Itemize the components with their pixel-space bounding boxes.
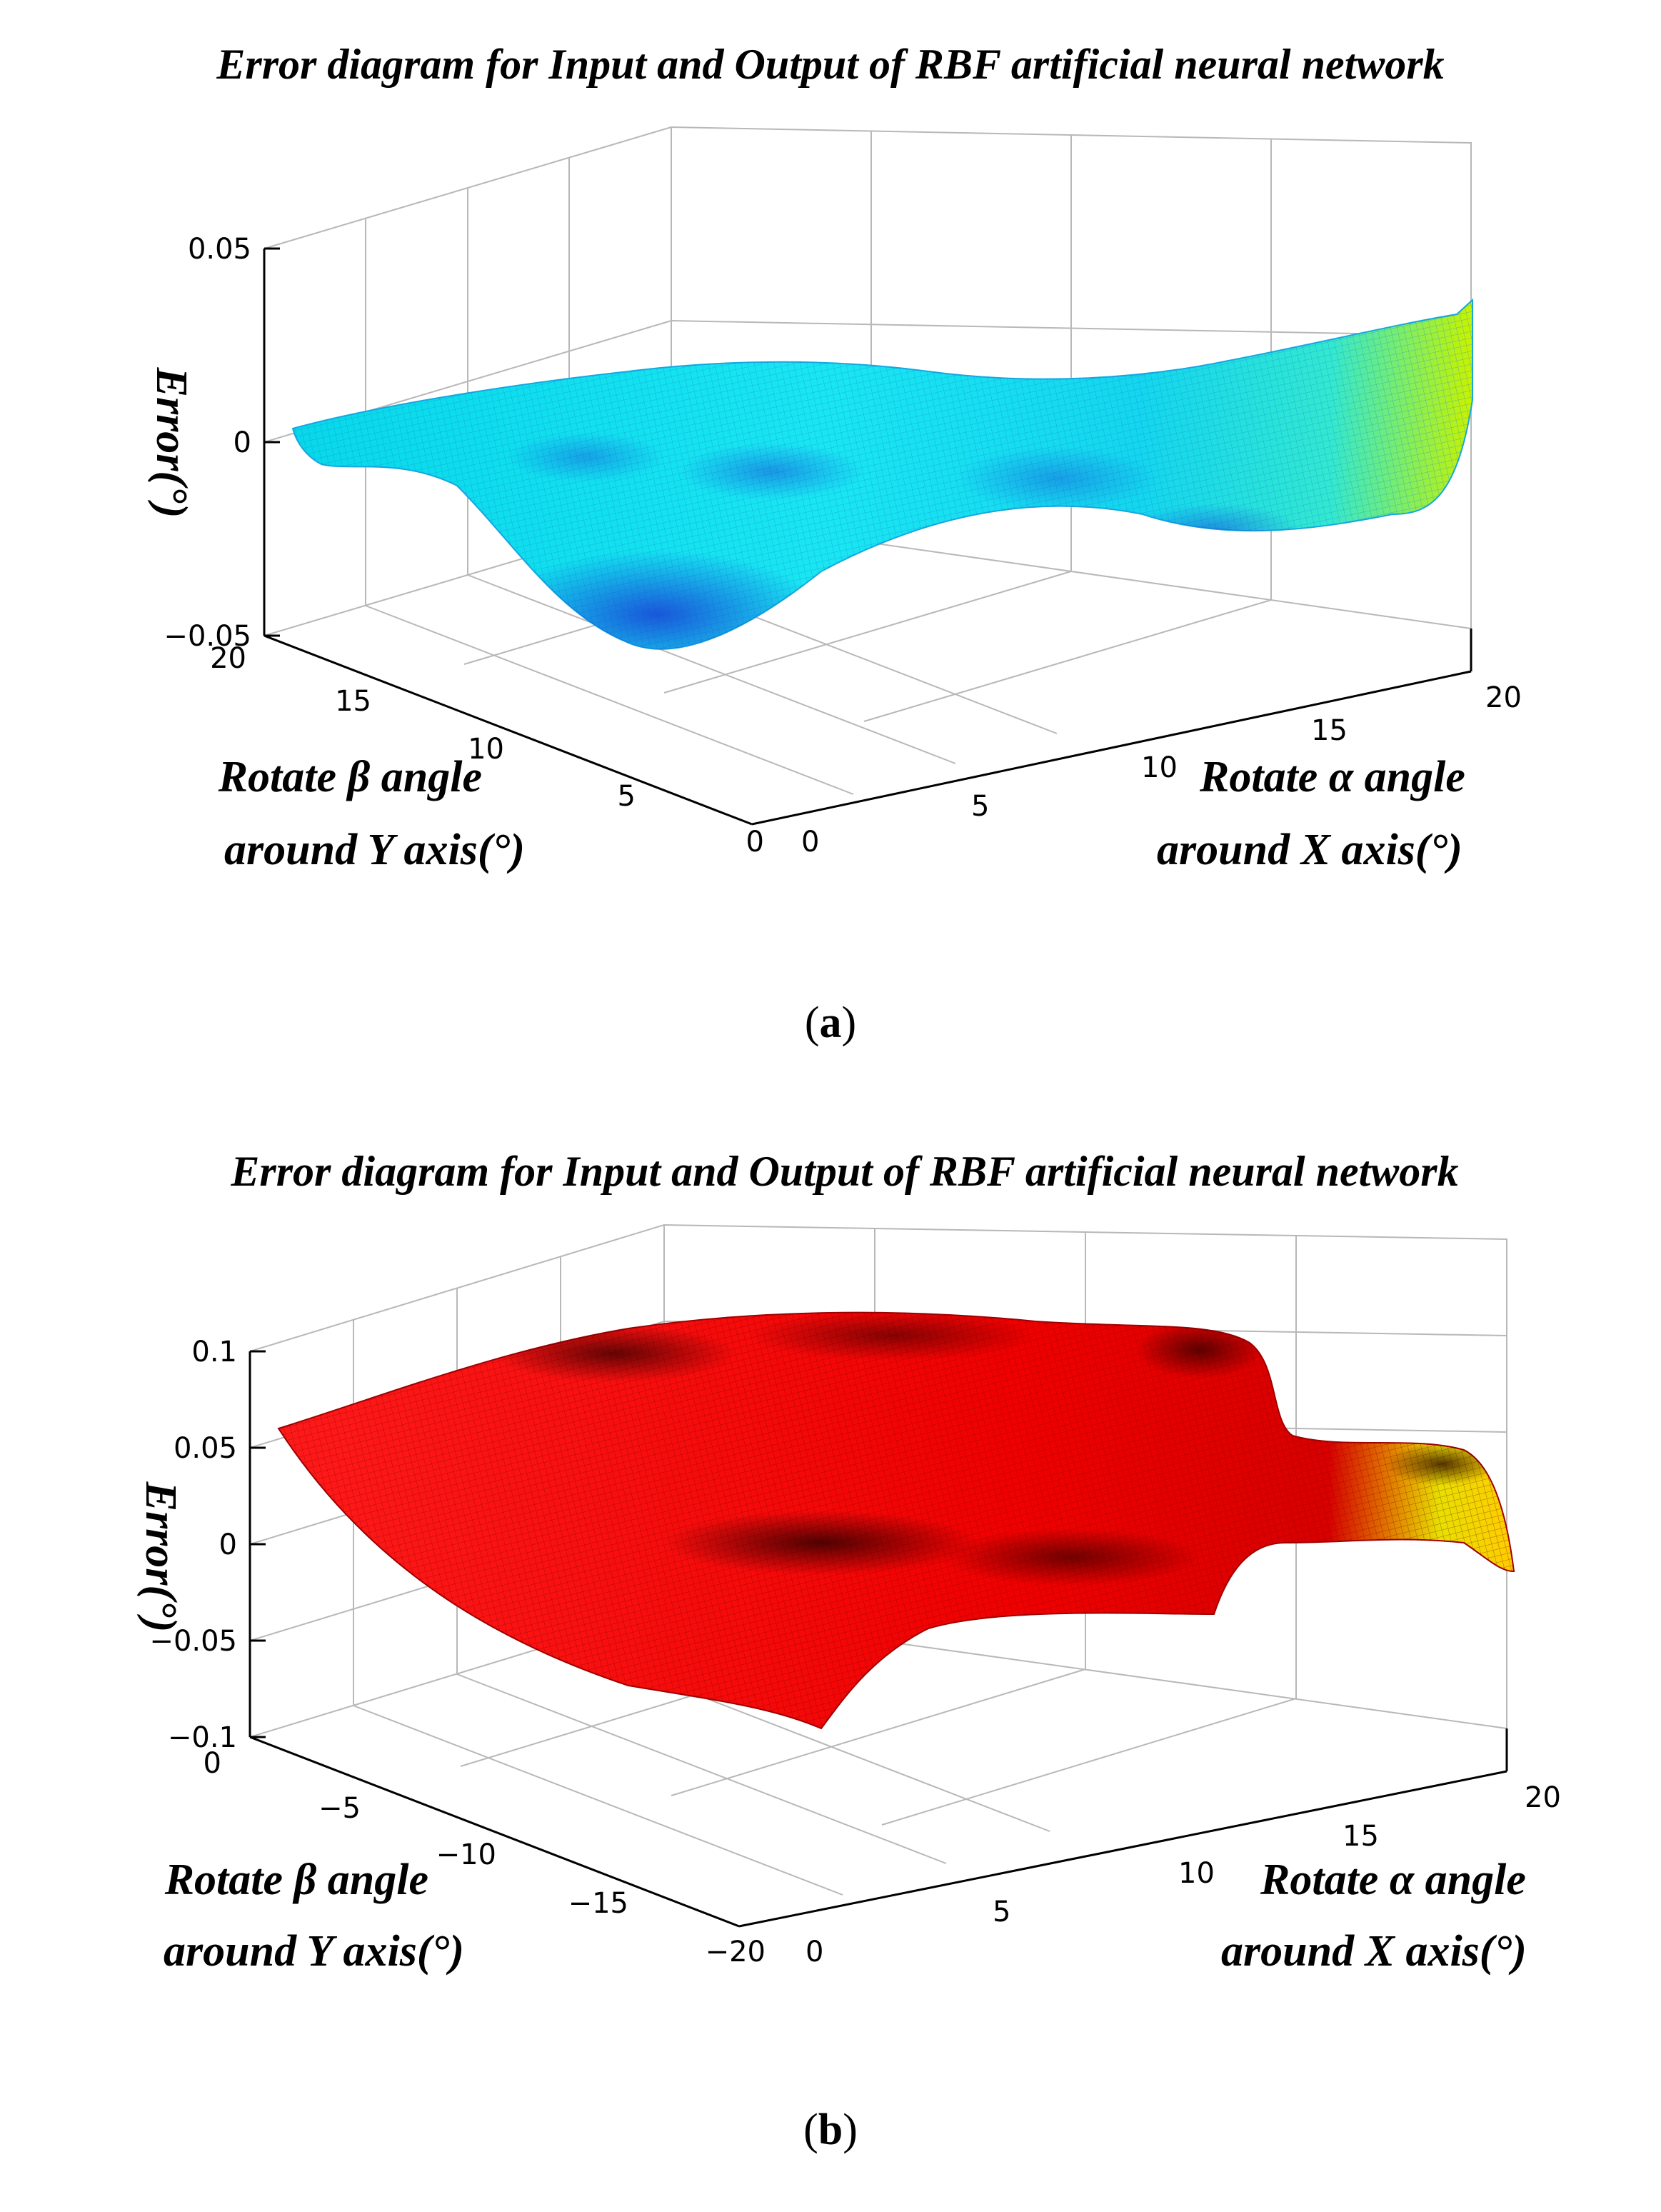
x-tick-label: 20 [1485,681,1522,714]
y-tick-label: 15 [335,685,371,718]
chart-a-ylabel-line1: Rotate β angle [218,753,482,801]
chart-b-z-ticks: 0.1 0.05 0 −0.05 −0.1 [149,1336,266,1754]
z-tick-label: 0.05 [188,233,251,266]
z-tick-label: −0.05 [149,1625,237,1658]
y-tick-label: −15 [568,1887,628,1920]
x-tick-label: 0 [801,826,819,859]
z-tick-label: 0 [219,1528,237,1561]
z-tick-label: −0.1 [168,1721,237,1754]
chart-b-caption: (b) [803,2106,858,2154]
chart-panel-b: Error diagram for Input and Output of RB… [0,1114,1661,2212]
y-tick-label: −20 [706,1936,766,1968]
chart-a-z-ticks: 0.05 0 −0.05 [164,233,280,653]
chart-b-y-ticks: 0 −5 −10 −15 −20 [204,1747,766,1968]
chart-a-x-ticks: 0 5 10 15 20 [801,681,1522,859]
chart-a-title: Error diagram for Input and Output of RB… [216,41,1444,88]
chart-a-y-ticks: 20 15 10 5 0 [210,642,764,859]
x-tick-label: 5 [971,790,989,823]
chart-b-zlabel: Error(°) [136,1481,185,1633]
chart-a-svg: Error diagram for Input and Output of RB… [147,41,1522,1047]
chart-a-xlabel-line2: around X axis(°) [1157,826,1462,874]
chart-a-ylabel-line2: around Y axis(°) [224,826,525,874]
chart-b-title: Error diagram for Input and Output of RB… [230,1148,1458,1195]
z-tick-label: 0 [234,426,251,459]
x-tick-label: 0 [806,1936,823,1968]
chart-b-svg: Error diagram for Input and Output of RB… [136,1148,1561,2154]
y-tick-label: −5 [318,1792,361,1825]
z-tick-label: 0.05 [174,1432,237,1465]
z-tick-label: −0.05 [164,620,251,653]
y-tick-label: 0 [746,826,764,859]
chart-b-xlabel-line1: Rotate α angle [1260,1856,1526,1904]
y-tick-label: 10 [468,733,504,766]
x-tick-label: 10 [1141,751,1178,784]
y-tick-label: 0 [204,1747,221,1780]
y-tick-label: −10 [436,1838,496,1871]
chart-b-ylabel-line1: Rotate β angle [164,1856,428,1904]
y-tick-label: 20 [210,642,246,675]
x-tick-label: 15 [1343,1820,1379,1853]
x-tick-label: 20 [1525,1781,1561,1814]
chart-b-ylabel-line2: around Y axis(°) [164,1927,464,1976]
chart-a-zlabel: Error(°) [147,367,196,519]
x-tick-label: 10 [1178,1857,1215,1890]
chart-b-surface [277,1311,1515,1730]
chart-b-xlabel-line2: around X axis(°) [1221,1927,1527,1976]
z-tick-label: 0.1 [191,1336,237,1368]
chart-b-x-ticks: 0 5 10 15 20 [806,1781,1561,1968]
chart-a-surface [291,298,1473,650]
x-tick-label: 5 [993,1896,1010,1928]
chart-panel-a: Error diagram for Input and Output of RB… [147,41,1522,1047]
x-tick-label: 15 [1311,714,1348,747]
chart-a-grid [264,126,1472,795]
chart-a-caption: (a) [805,999,856,1047]
chart-a-xlabel-line1: Rotate α angle [1199,753,1465,801]
y-tick-label: 5 [618,780,636,813]
